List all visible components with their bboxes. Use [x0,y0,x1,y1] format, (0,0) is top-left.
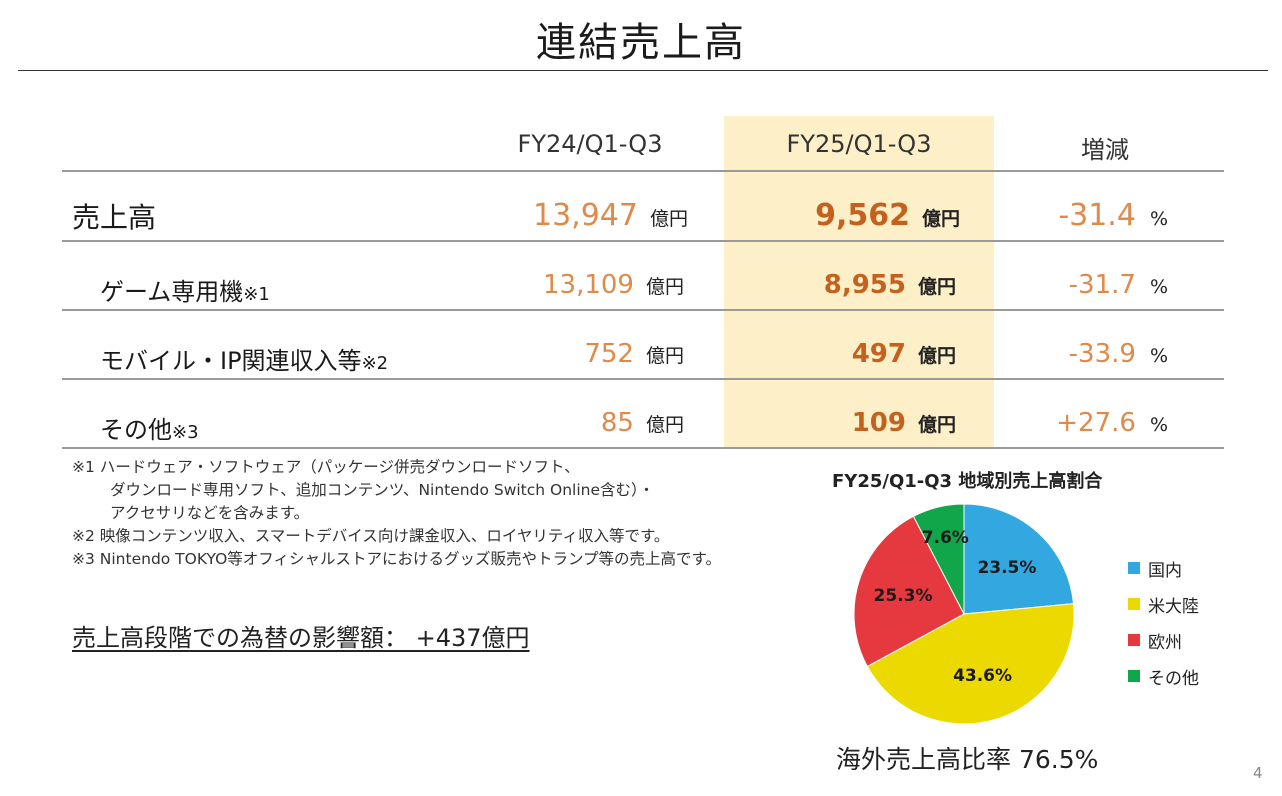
value: -31.7 [1068,270,1136,300]
change-other: +27.6% [1056,408,1168,438]
fy24-dedicated-video-game: 13,109 億円 [543,270,684,300]
change-dedicated-video-game: -31.7% [1069,270,1168,300]
footnote-1-line-3: アクセサリなどを含みます。 [110,504,310,522]
value: -33.9 [1068,339,1136,369]
pie-slice-0 [963,503,1075,615]
fy24-net-sales: 13,947 億円 [533,198,688,233]
fy24-other: 85 億円 [601,408,684,438]
value: -31.4 [1058,198,1136,233]
unit: % [1149,208,1168,230]
page-number: 4 [1253,764,1263,782]
legend-item-2: 欧州 [1128,622,1199,658]
row-label-mobile-ip: モバイル・IP関連収入等※2 [100,341,388,376]
unit: % [1149,276,1168,298]
fx-impact: 売上高段階での為替の影響額： +437億円 [72,624,530,652]
legend-label: 米大陸 [1148,596,1199,617]
change-net-sales: -31.4% [1058,198,1168,233]
value: 13,109 [543,270,634,300]
unit: 億円 [921,208,960,230]
unit: 億円 [645,414,684,436]
header-fy25: FY25/Q1-Q3 [786,130,932,158]
legend-item-1: 米大陸 [1128,586,1199,622]
pie-slice-label-1: 43.6% [953,666,1012,686]
table-rule [62,170,1224,172]
fy24-mobile-ip: 752 億円 [584,339,684,369]
row-label-text: その他 [100,416,172,444]
change-mobile-ip: -33.9% [1069,339,1168,369]
unit: 億円 [917,345,956,367]
unit: 億円 [645,276,684,298]
table-rule [62,309,1224,311]
unit: % [1149,345,1168,367]
row-note: ※1 [243,284,270,305]
unit: 億円 [917,414,956,436]
value: +27.6 [1056,408,1136,438]
pie-slice-2 [853,515,965,668]
pie-slice-label-3: 7.6% [922,528,969,548]
pie-slice-label-2: 25.3% [874,586,933,606]
pie-slice-3 [912,503,965,615]
row-note: ※3 [172,422,199,443]
legend-item-0: 国内 [1128,550,1199,586]
row-label-text: モバイル・IP関連収入等 [100,347,362,375]
footnote-3: ※3 Nintendo TOKYO等オフィシャルストアにおけるグッズ販売やトラン… [72,550,721,568]
value: 752 [584,339,634,369]
pie-slice-1 [866,603,1075,725]
pie-slice-label-0: 23.5% [977,558,1036,578]
fy25-net-sales: 9,562 億円 [815,198,960,233]
table-rule [62,447,1224,449]
legend-swatch [1128,598,1140,610]
legend-swatch [1128,670,1140,682]
legend-item-3: その他 [1128,658,1199,694]
footnote-1-line-1: ※1 ハードウェア・ソフトウェア（パッケージ併売ダウンロードソフト、 [72,458,580,476]
fy25-other: 109 億円 [852,408,956,438]
title-divider [18,70,1268,71]
unit: % [1149,414,1168,436]
header-change: 増減 [1081,136,1129,164]
table-rule [62,240,1224,242]
footnotes: ※1 ハードウェア・ソフトウェア（パッケージ併売ダウンロードソフト、 ダウンロー… [72,456,721,571]
row-note: ※2 [361,353,389,374]
overseas-sales-ratio: 海外売上高比率 76.5% [836,745,1099,774]
pie-legend: 国内米大陸欧州その他 [1128,550,1199,694]
value: 13,947 [533,198,638,233]
row-label-text: 売上高 [72,201,157,234]
unit: 億円 [649,208,688,230]
value: 9,562 [815,198,910,233]
value: 497 [851,339,906,369]
row-label-net-sales: 売上高 [72,196,156,236]
legend-label: その他 [1148,668,1199,689]
legend-swatch [1128,562,1140,574]
legend-label: 国内 [1148,560,1182,581]
header-fy24: FY24/Q1-Q3 [517,130,663,158]
fy25-mobile-ip: 497 億円 [852,339,956,369]
page-title: 連結売上高 [536,20,746,66]
footnote-2: ※2 映像コンテンツ収入、スマートデバイス向け課金収入、ロイヤリティ収入等です。 [72,527,670,545]
unit: 億円 [917,276,956,298]
row-label-text: ゲーム専用機 [100,278,244,306]
legend-label: 欧州 [1148,632,1182,653]
row-label-other: その他※3 [100,410,199,445]
row-label-dedicated-video-game: ゲーム専用機※1 [100,272,270,307]
fy25-dedicated-video-game: 8,955 億円 [824,270,956,300]
table-rule [62,378,1224,380]
value: 8,955 [823,270,906,300]
value: 109 [851,408,906,438]
regional-sales-pie-chart: 23.5% 43.6% 25.3% 7.6% [853,503,1075,725]
unit: 億円 [645,345,684,367]
value: 85 [600,408,634,438]
legend-swatch [1128,634,1140,646]
footnote-1-line-2: ダウンロード専用ソフト、追加コンテンツ、Nintendo Switch Onli… [110,481,655,499]
pie-chart-title: FY25/Q1-Q3 地域別売上高割合 [832,471,1103,492]
